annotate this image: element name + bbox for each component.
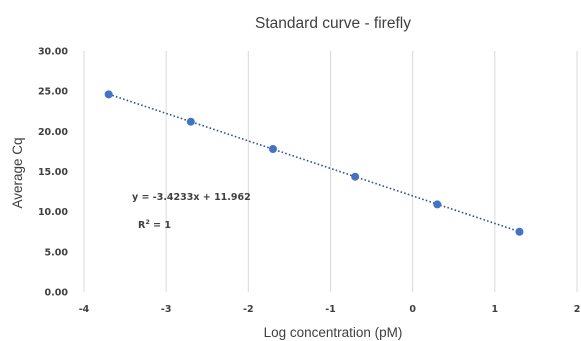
r-squared-symbol: R bbox=[138, 220, 146, 231]
x-axis-title: Log concentration (pM) bbox=[264, 325, 403, 340]
y-tick-label: 0.00 bbox=[45, 288, 69, 299]
data-points bbox=[104, 90, 524, 236]
x-tick-label: 2 bbox=[574, 304, 581, 315]
x-tick-label: 1 bbox=[492, 304, 499, 315]
data-point bbox=[268, 145, 277, 154]
vertical-gridlines bbox=[83, 51, 578, 292]
chart-title: Standard curve - firefly bbox=[255, 15, 411, 32]
data-point bbox=[515, 227, 524, 236]
x-tick-label: -4 bbox=[79, 304, 90, 315]
data-point bbox=[351, 172, 360, 181]
r-squared-value: = 1 bbox=[150, 220, 171, 231]
trendline-group bbox=[108, 93, 520, 233]
y-tick-label: 20.00 bbox=[38, 127, 68, 138]
r-squared-label: R2 = 1 bbox=[138, 218, 171, 231]
x-axis-tick-labels: -4 -3 -2 -1 0 1 2 bbox=[79, 304, 581, 315]
data-point bbox=[104, 90, 113, 99]
x-tick-label: -1 bbox=[325, 304, 336, 315]
x-tick-label: -2 bbox=[243, 304, 254, 315]
y-axis-title: Average Cq bbox=[10, 137, 25, 208]
trendline-equation: y = -3.4233x + 11.962 bbox=[132, 192, 251, 203]
data-point bbox=[433, 200, 442, 209]
r-squared-exponent: 2 bbox=[145, 218, 150, 226]
x-tick-label: 0 bbox=[409, 304, 416, 315]
linear-trendline bbox=[108, 93, 520, 233]
y-tick-label: 25.00 bbox=[38, 87, 68, 98]
y-tick-label: 5.00 bbox=[45, 247, 69, 258]
y-tick-label: 30.00 bbox=[38, 47, 68, 58]
x-tick-label: -3 bbox=[161, 304, 172, 315]
y-tick-label: 15.00 bbox=[38, 167, 68, 178]
y-axis-tick-labels: 0.00 5.00 10.00 15.00 20.00 25.00 30.00 bbox=[38, 47, 68, 299]
y-tick-label: 10.00 bbox=[38, 207, 68, 218]
data-point bbox=[186, 117, 195, 126]
